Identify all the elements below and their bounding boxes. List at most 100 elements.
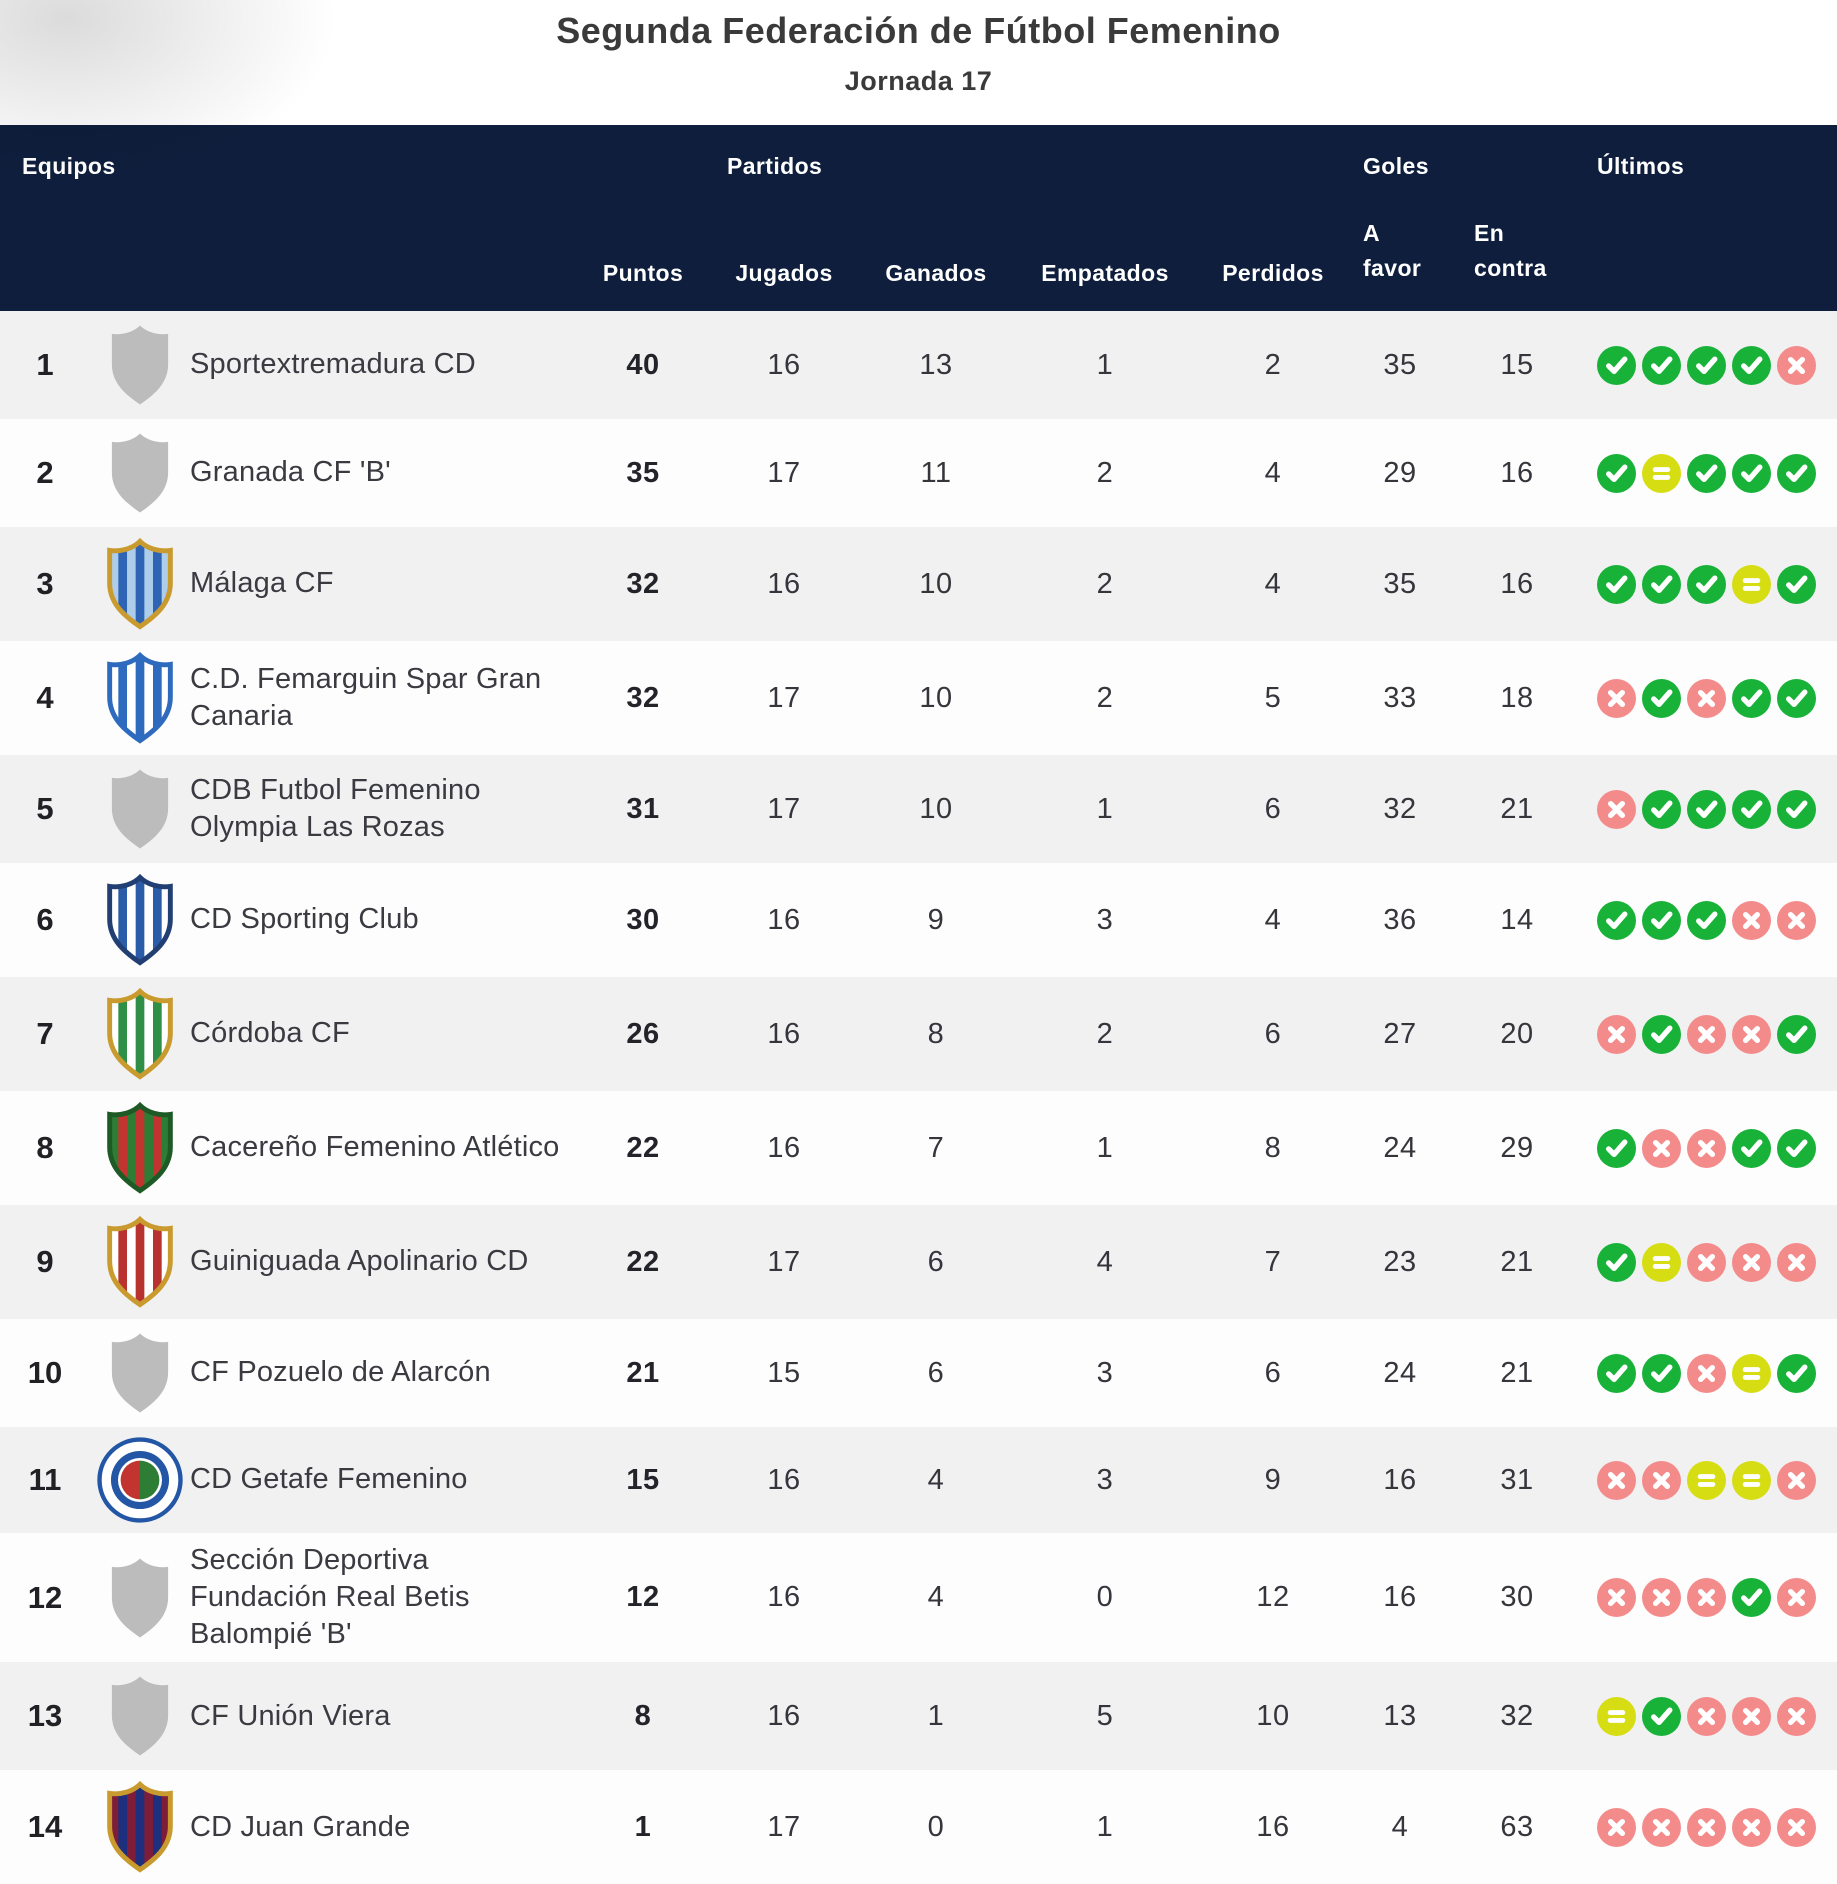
row-position: 10 — [27, 1355, 63, 1390]
team-name: CDB Futbol Femenino Olympia Las Rozas — [190, 773, 481, 843]
team-name: CD Getafe Femenino — [190, 1463, 468, 1496]
loss-icon — [1687, 1128, 1726, 1168]
cell-jugados: 17 — [767, 456, 801, 489]
win-icon — [1597, 345, 1636, 385]
win-icon — [1687, 900, 1726, 940]
win-icon — [1687, 789, 1726, 829]
cell-puntos: 30 — [626, 903, 660, 936]
table-row: 9 Guiniguada Apolinario CD 22 17 6 4 7 2… — [0, 1205, 1837, 1319]
cell-perdidos: 7 — [1264, 1245, 1282, 1278]
loss-icon — [1642, 1578, 1681, 1618]
table-row: 1 Sportextremadura CD 40 16 13 1 2 35 15 — [0, 311, 1837, 419]
win-icon — [1597, 1242, 1636, 1282]
cell-empatados: 0 — [1096, 1581, 1114, 1614]
cell-jugados: 16 — [767, 1131, 801, 1164]
form-icons — [1580, 1128, 1837, 1168]
cell-goles-favor: 13 — [1383, 1699, 1417, 1732]
team-name: Córdoba CF — [190, 1017, 350, 1050]
cell-ganados: 6 — [927, 1356, 945, 1389]
team-name: Sportextremadura CD — [190, 348, 476, 381]
form-icons — [1580, 1353, 1837, 1393]
cell-empatados: 3 — [1096, 903, 1114, 936]
draw-icon — [1732, 1460, 1771, 1500]
table-row: 12 Sección Deportiva Fundación Real Beti… — [0, 1533, 1837, 1663]
team-badge-icon — [90, 1553, 190, 1643]
win-icon — [1642, 900, 1681, 940]
col-header-jugados: Jugados — [735, 260, 833, 286]
team-badge-icon — [90, 428, 190, 518]
team-name: Sección Deportiva Fundación Real Betis B… — [190, 1544, 470, 1651]
cell-empatados: 1 — [1096, 792, 1114, 825]
team-badge-icon — [90, 1328, 190, 1418]
cell-goles-contra: 31 — [1500, 1463, 1534, 1496]
col-header-a-favor: A favor — [1363, 219, 1422, 282]
cell-puntos: 35 — [626, 456, 660, 489]
col-header-equipos: Equipos — [22, 153, 116, 179]
cell-empatados: 2 — [1096, 567, 1114, 600]
loss-icon — [1777, 345, 1816, 385]
table-row: 6 CD Sporting Club 30 16 9 3 4 36 14 — [0, 863, 1837, 977]
cell-jugados: 17 — [767, 1245, 801, 1278]
loss-icon — [1687, 1696, 1726, 1736]
cell-ganados: 0 — [927, 1810, 945, 1843]
win-icon — [1597, 564, 1636, 604]
loss-icon — [1642, 1460, 1681, 1500]
cell-perdidos: 10 — [1256, 1699, 1290, 1732]
cell-ganados: 4 — [927, 1463, 945, 1496]
row-position: 5 — [36, 791, 54, 826]
draw-icon — [1642, 1242, 1681, 1282]
cell-jugados: 17 — [767, 1810, 801, 1843]
cell-ganados: 10 — [919, 567, 953, 600]
loss-icon — [1687, 1014, 1726, 1054]
cell-perdidos: 4 — [1264, 903, 1282, 936]
row-position: 7 — [36, 1016, 54, 1051]
win-icon — [1732, 1128, 1771, 1168]
loss-icon — [1732, 900, 1771, 940]
cell-empatados: 1 — [1096, 1131, 1114, 1164]
loss-icon — [1597, 1014, 1636, 1054]
loss-icon — [1732, 1014, 1771, 1054]
form-icons — [1580, 345, 1837, 385]
form-icons — [1580, 900, 1837, 940]
cell-goles-contra: 32 — [1500, 1699, 1534, 1732]
cell-goles-favor: 36 — [1383, 903, 1417, 936]
col-header-en-contra: En contra — [1474, 219, 1547, 282]
win-icon — [1777, 1128, 1816, 1168]
row-position: 4 — [36, 680, 54, 715]
row-position: 8 — [36, 1130, 54, 1165]
cell-perdidos: 6 — [1264, 1017, 1282, 1050]
cell-perdidos: 4 — [1264, 567, 1282, 600]
cell-puntos: 1 — [634, 1810, 652, 1843]
win-icon — [1642, 1696, 1681, 1736]
loss-icon — [1642, 1128, 1681, 1168]
cell-goles-contra: 29 — [1500, 1131, 1534, 1164]
col-header-partidos: Partidos — [727, 153, 823, 179]
cell-jugados: 15 — [767, 1356, 801, 1389]
col-header-ganados: Ganados — [885, 260, 987, 286]
cell-empatados: 4 — [1096, 1245, 1114, 1278]
table-row: 14 CD Juan Grande 1 17 0 1 16 4 63 — [0, 1770, 1837, 1884]
cell-perdidos: 6 — [1264, 1356, 1282, 1389]
cell-puntos: 21 — [626, 1356, 660, 1389]
loss-icon — [1597, 1460, 1636, 1500]
loss-icon — [1687, 1807, 1726, 1847]
team-name: Granada CF 'B' — [190, 456, 391, 489]
loss-icon — [1597, 1578, 1636, 1618]
table-row: 8 Cacereño Femenino Atlético 22 16 7 1 8… — [0, 1091, 1837, 1205]
team-name: Cacereño Femenino Atlético — [190, 1131, 560, 1164]
cell-ganados: 10 — [919, 681, 953, 714]
form-icons — [1580, 678, 1837, 718]
cell-empatados: 3 — [1096, 1356, 1114, 1389]
cell-ganados: 10 — [919, 792, 953, 825]
cell-empatados: 2 — [1096, 681, 1114, 714]
win-icon — [1687, 564, 1726, 604]
loss-icon — [1777, 1242, 1816, 1282]
cell-empatados: 1 — [1096, 1810, 1114, 1843]
cell-perdidos: 4 — [1264, 456, 1282, 489]
col-header-perdidos: Perdidos — [1222, 260, 1324, 286]
team-badge-icon — [90, 764, 190, 854]
cell-ganados: 6 — [927, 1245, 945, 1278]
cell-ganados: 1 — [927, 1699, 945, 1732]
team-badge-icon — [90, 1436, 190, 1524]
row-position: 9 — [36, 1244, 54, 1279]
